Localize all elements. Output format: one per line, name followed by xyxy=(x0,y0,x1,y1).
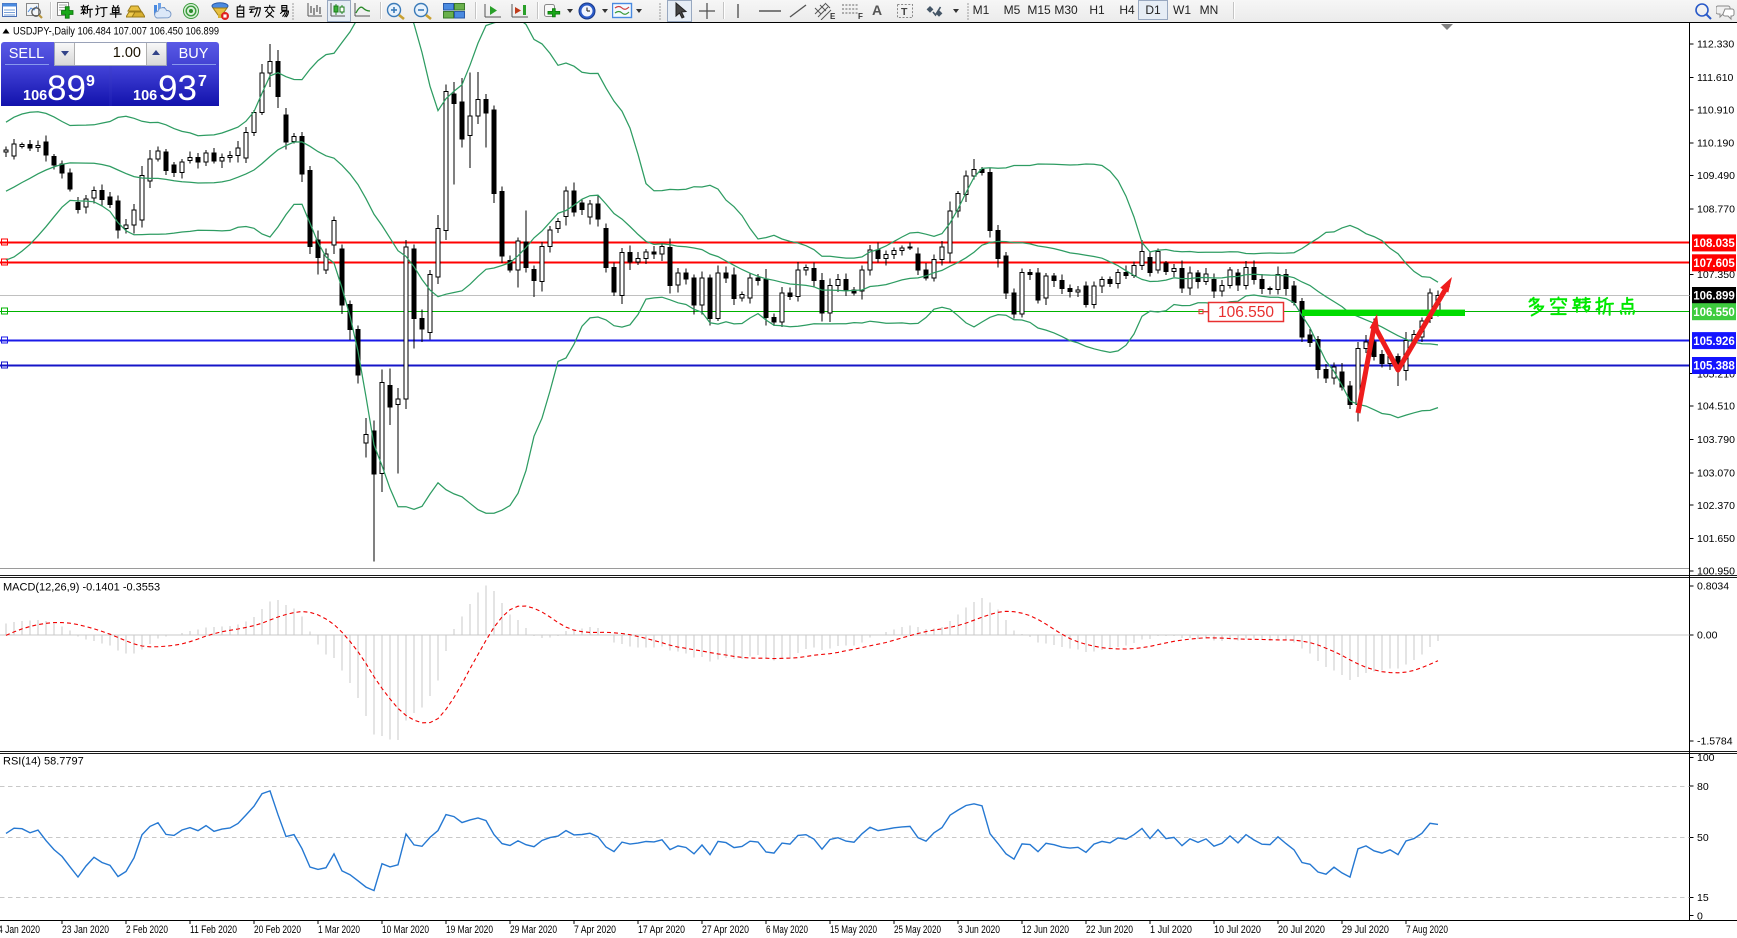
svg-text:7 Apr 2020: 7 Apr 2020 xyxy=(574,924,616,936)
svg-text:104.510: 104.510 xyxy=(1697,401,1735,413)
svg-text:29 Mar 2020: 29 Mar 2020 xyxy=(510,924,557,936)
svg-text:15 May 2020: 15 May 2020 xyxy=(830,924,877,936)
svg-text:108.035: 108.035 xyxy=(1693,238,1735,250)
svg-text:0.00: 0.00 xyxy=(1697,630,1718,642)
svg-text:F: F xyxy=(858,12,863,20)
svg-text:7 Aug 2020: 7 Aug 2020 xyxy=(1406,924,1448,936)
svg-text:27 Apr 2020: 27 Apr 2020 xyxy=(702,924,749,936)
svg-text:3 Jun 2020: 3 Jun 2020 xyxy=(958,924,1000,936)
svg-text:101.650: 101.650 xyxy=(1697,533,1735,545)
svg-text:107.605: 107.605 xyxy=(1693,258,1735,270)
svg-text:15: 15 xyxy=(1697,892,1709,904)
svg-text:USDJPY-,Daily 106.484 107.007: USDJPY-,Daily 106.484 107.007 106.450 10… xyxy=(13,26,219,38)
svg-text:10 Mar 2020: 10 Mar 2020 xyxy=(382,924,429,936)
svg-text:107.350: 107.350 xyxy=(1697,269,1735,281)
svg-text:20 Feb 2020: 20 Feb 2020 xyxy=(254,924,301,936)
svg-text:100.950: 100.950 xyxy=(1697,566,1735,578)
svg-text:1 Mar 2020: 1 Mar 2020 xyxy=(318,924,360,936)
svg-text:25 May 2020: 25 May 2020 xyxy=(894,924,941,936)
svg-text:100: 100 xyxy=(1697,752,1715,764)
svg-text:103.790: 103.790 xyxy=(1697,434,1735,446)
svg-text:50: 50 xyxy=(1697,832,1709,844)
svg-text:1 Jul 2020: 1 Jul 2020 xyxy=(1150,924,1192,936)
svg-text:20 Jul 2020: 20 Jul 2020 xyxy=(1278,924,1325,936)
svg-text:109.490: 109.490 xyxy=(1697,170,1735,182)
svg-text:12 Jun 2020: 12 Jun 2020 xyxy=(1022,924,1069,936)
svg-text:17 Apr 2020: 17 Apr 2020 xyxy=(638,924,685,936)
svg-text:E: E xyxy=(830,12,836,20)
svg-text:80: 80 xyxy=(1697,781,1709,793)
svg-text:23 Jan 2020: 23 Jan 2020 xyxy=(62,924,109,936)
svg-text:106.899: 106.899 xyxy=(1693,291,1735,303)
svg-text:10 Jul 2020: 10 Jul 2020 xyxy=(1214,924,1261,936)
svg-text:11 Feb 2020: 11 Feb 2020 xyxy=(190,924,237,936)
svg-text:T: T xyxy=(901,6,908,18)
svg-text:110.910: 110.910 xyxy=(1697,104,1734,116)
svg-text:106.550: 106.550 xyxy=(1693,307,1735,319)
svg-text:108.770: 108.770 xyxy=(1697,204,1735,216)
svg-text:105.388: 105.388 xyxy=(1693,361,1735,373)
svg-text:102.370: 102.370 xyxy=(1697,500,1735,512)
svg-text:2 Feb 2020: 2 Feb 2020 xyxy=(126,924,168,936)
svg-text:111.610: 111.610 xyxy=(1697,72,1734,84)
svg-text:106.550: 106.550 xyxy=(1218,304,1274,321)
svg-text:0.8034: 0.8034 xyxy=(1697,581,1729,593)
svg-text:112.330: 112.330 xyxy=(1697,39,1734,51)
svg-text:19 Mar 2020: 19 Mar 2020 xyxy=(446,924,493,936)
svg-text:103.070: 103.070 xyxy=(1697,467,1735,479)
svg-text:4 Jan 2020: 4 Jan 2020 xyxy=(0,924,40,936)
svg-text:0: 0 xyxy=(1697,910,1703,922)
svg-text:MACD(12,26,9) -0.1401 -0.3553: MACD(12,26,9) -0.1401 -0.3553 xyxy=(3,582,160,594)
svg-text:110.190: 110.190 xyxy=(1697,138,1734,150)
svg-text:RSI(14) 58.7797: RSI(14) 58.7797 xyxy=(3,756,84,768)
svg-text:-1.5784: -1.5784 xyxy=(1697,736,1733,748)
svg-text:105.926: 105.926 xyxy=(1693,336,1735,348)
svg-text:29 Jul 2020: 29 Jul 2020 xyxy=(1342,924,1389,936)
svg-text:6 May 2020: 6 May 2020 xyxy=(766,924,808,936)
svg-text:22 Jun 2020: 22 Jun 2020 xyxy=(1086,924,1133,936)
